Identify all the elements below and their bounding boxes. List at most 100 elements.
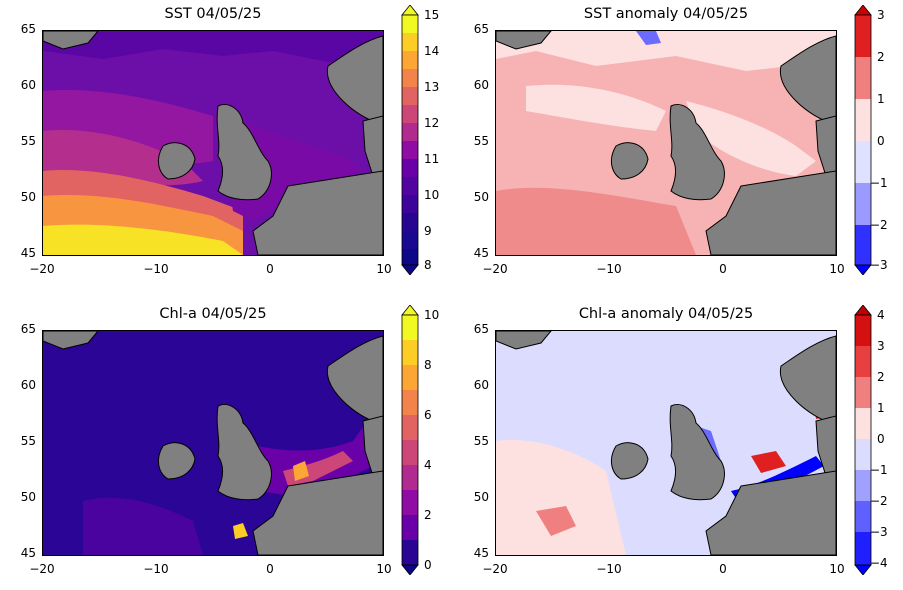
chla-bloom-b (293, 461, 309, 481)
anom-patch-c (496, 187, 696, 255)
sst-anomaly-cbar-tick: 0 (877, 134, 885, 148)
sst-anomaly-ytick: 65 (473, 22, 489, 36)
chla-colorbar (400, 304, 420, 579)
chla-anomaly-xtick: 0 (719, 562, 727, 576)
sst-title: SST 04/05/25 (164, 6, 262, 22)
sst-anomaly-map (495, 30, 837, 256)
chla-ytick: 45 (20, 546, 36, 560)
sst-anomaly-xtick: −10 (596, 262, 622, 276)
chla-ytick: 55 (20, 434, 36, 448)
sst-ytick: 55 (20, 134, 36, 148)
chla-anomaly-map (495, 330, 837, 556)
chla-anomaly-ytick: 50 (473, 490, 489, 504)
sst-anomaly-ytick: 55 (473, 134, 489, 148)
chla-anomaly-xtick: −10 (596, 562, 622, 576)
chla-bloom-d (233, 523, 248, 539)
chla-anomaly-xtick: 10 (829, 562, 845, 576)
chla-cbar-tick: 6 (424, 408, 432, 422)
sst-anomaly-xtick: −20 (482, 262, 508, 276)
chla-xtick: −10 (143, 562, 169, 576)
sst-xtick: −20 (29, 262, 55, 276)
chla-anomaly-colorbar-svg (854, 304, 872, 576)
sst-anomaly-cbar-tick: −3 (870, 258, 888, 272)
sst-anomaly-ytick: 50 (473, 190, 489, 204)
chla-xtick: 0 (266, 562, 274, 576)
sst-map-svg (43, 31, 383, 255)
sst-anomaly-cbar-tick: 2 (877, 50, 885, 64)
sst-cbar-tick: 14 (424, 44, 440, 58)
sst-cbar-tick: 9 (424, 224, 432, 238)
chla-anom-sw (496, 440, 626, 555)
chla-anomaly-map-svg (496, 331, 836, 555)
sst-band-hottest (43, 224, 243, 255)
chla-anomaly-ytick: 65 (473, 322, 489, 336)
chla-colorbar-svg (401, 304, 419, 576)
chla-northsea (238, 401, 383, 496)
sst-ytick: 60 (20, 78, 36, 92)
chla-anomaly-ytick: 45 (473, 546, 489, 560)
sst-anomaly-ytick: 60 (473, 78, 489, 92)
anom-patch-b (686, 101, 816, 176)
chla-anomaly-cbar-tick: −3 (870, 525, 888, 539)
chla-ytick: 65 (20, 322, 36, 336)
chla-ytick: 50 (20, 490, 36, 504)
anom-cold-spot (636, 31, 661, 45)
chla-land (43, 331, 383, 555)
chla-cbar-tick: 0 (424, 558, 432, 572)
sst-ytick: 45 (20, 246, 36, 260)
chla-anomaly-title: Chl-a anomaly 04/05/25 (578, 306, 754, 322)
anom-patch-a (526, 84, 666, 131)
sst-cbar-tick: 8 (424, 258, 432, 272)
chla-anomaly-cbar-tick: 3 (877, 339, 885, 353)
sst-anomaly-cbar-tick: 3 (877, 8, 885, 22)
sst-ytick: 65 (20, 22, 36, 36)
chla-anom-patch (536, 506, 576, 536)
sst-anomaly-title: SST anomaly 04/05/25 (583, 6, 749, 22)
chla-cbar-tick: 4 (424, 458, 432, 472)
chla-xtick: −20 (29, 562, 55, 576)
chla-anomaly-cbar-tick: −2 (870, 494, 888, 508)
chla-anom-land (496, 331, 836, 555)
sst-xtick: 10 (376, 262, 392, 276)
sst-anomaly-cbar-tick: 1 (877, 92, 885, 106)
sst-map (42, 30, 384, 256)
sst-land (43, 31, 383, 255)
sst-anomaly-ytick: 45 (473, 246, 489, 260)
sst-anomaly-colorbar (853, 4, 873, 279)
sst-cbar-tick: 10 (424, 188, 440, 202)
anom-land (496, 31, 836, 255)
chla-ytick: 60 (20, 378, 36, 392)
sst-colorbar (400, 4, 420, 279)
chla-map-svg (43, 331, 383, 555)
chla-map (42, 330, 384, 556)
chla-anomaly-cbar-tick: 1 (877, 401, 885, 415)
sst-anomaly-cbar-tick: −1 (870, 176, 888, 190)
sst-colorbar-svg (401, 4, 419, 276)
chla-anomaly-cbar-tick: −4 (870, 556, 888, 570)
chla-anomaly-cbar-tick: 4 (877, 308, 885, 322)
chla-anomaly-xtick: −20 (482, 562, 508, 576)
chla-cbar-tick: 8 (424, 358, 432, 372)
chla-anomaly-ytick: 60 (473, 378, 489, 392)
sst-anomaly-xtick: 10 (829, 262, 845, 276)
chla-anom-hot-a (751, 451, 786, 473)
sst-cbar-tick: 12 (424, 116, 440, 130)
sst-anomaly-map-svg (496, 31, 836, 255)
sst-anomaly-colorbar-svg (854, 4, 872, 276)
sst-band-north (43, 31, 383, 71)
sst-xtick: 0 (266, 262, 274, 276)
sst-cbar-tick: 11 (424, 152, 440, 166)
chla-patch-sw (83, 497, 203, 555)
anom-band-n (496, 31, 836, 71)
chla-anomaly-ytick: 55 (473, 434, 489, 448)
chla-cbar-tick: 10 (424, 308, 440, 322)
sst-cbar-tick: 13 (424, 80, 440, 94)
chla-cbar-tick: 2 (424, 508, 432, 522)
chla-xtick: 10 (376, 562, 392, 576)
chla-anomaly-cbar-tick: −1 (870, 463, 888, 477)
chla-anomaly-cbar-tick: 2 (877, 370, 885, 384)
sst-anomaly-cbar-tick: −2 (870, 218, 888, 232)
sst-anomaly-xtick: 0 (719, 262, 727, 276)
chla-anomaly-cbar-tick: 0 (877, 432, 885, 446)
chla-anomaly-colorbar (853, 304, 873, 579)
